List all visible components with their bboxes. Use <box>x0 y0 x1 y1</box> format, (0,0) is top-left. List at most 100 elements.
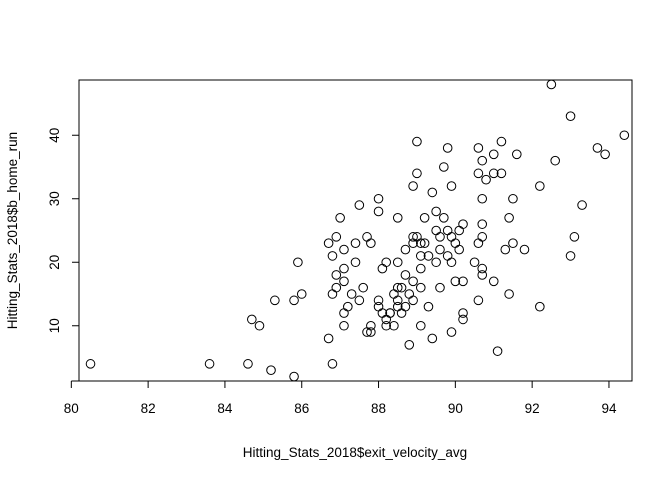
data-point <box>243 359 253 369</box>
data-point <box>247 314 257 325</box>
data-point <box>435 282 445 293</box>
x-axis-label: Hitting_Stats_2018$exit_velocity_avg <box>243 445 467 460</box>
data-point <box>473 168 484 179</box>
data-point <box>535 301 545 312</box>
data-point <box>423 251 434 261</box>
data-point <box>392 282 403 293</box>
data-point <box>400 244 411 255</box>
x-axis: 80 82 84 86 88 90 92 94 <box>64 380 617 416</box>
data-point <box>350 257 361 268</box>
data-point <box>446 327 457 337</box>
data-point <box>339 244 349 255</box>
data-point <box>473 143 484 153</box>
data-point <box>362 232 372 242</box>
data-point <box>392 212 403 223</box>
data-point <box>473 238 484 249</box>
data-point <box>569 232 580 242</box>
data-point <box>477 232 488 242</box>
data-point <box>442 251 453 261</box>
data-point <box>473 295 484 306</box>
x-tick-label: 88 <box>371 401 386 416</box>
data-point <box>408 276 418 287</box>
data-point <box>477 270 488 280</box>
data-point <box>565 111 576 121</box>
data-point <box>577 200 587 210</box>
data-point <box>565 251 576 261</box>
data-point <box>431 206 441 217</box>
data-point <box>450 238 461 249</box>
data-point <box>477 155 488 166</box>
data-point <box>504 212 514 223</box>
data-point <box>535 181 545 191</box>
x-tick-label: 84 <box>217 401 233 416</box>
data-point <box>404 340 415 350</box>
data-point <box>477 193 488 204</box>
data-point <box>600 149 610 160</box>
data-point <box>477 219 488 229</box>
data-point <box>381 320 392 331</box>
data-point <box>366 320 376 331</box>
data-point <box>431 225 441 236</box>
x-tick-label: 92 <box>525 401 540 416</box>
data-point <box>550 155 560 166</box>
data-point <box>254 320 265 331</box>
data-point <box>381 257 392 268</box>
data-point <box>419 238 430 249</box>
data-point <box>592 143 603 153</box>
data-point <box>408 232 418 242</box>
data-point <box>339 276 349 287</box>
data-point <box>331 232 342 242</box>
data-point <box>488 168 499 179</box>
data-point <box>323 333 334 344</box>
data-point <box>366 327 376 337</box>
y-axis: 10 20 30 40 <box>47 128 80 333</box>
y-tick-label: 40 <box>47 128 62 143</box>
data-point <box>431 257 441 268</box>
data-point <box>373 301 384 312</box>
data-point <box>427 333 438 344</box>
x-tick-label: 90 <box>448 401 463 416</box>
data-point <box>412 168 422 179</box>
data-point <box>339 320 349 331</box>
data-point <box>296 289 307 299</box>
data-point <box>331 282 342 293</box>
x-tick-label: 94 <box>601 401 617 416</box>
data-point <box>373 206 384 217</box>
data-point <box>508 193 518 204</box>
data-point <box>488 276 499 287</box>
data-point <box>85 359 96 369</box>
data-point <box>350 238 361 249</box>
data-point <box>266 365 276 376</box>
data-point <box>454 244 464 255</box>
data-point <box>343 301 353 312</box>
data-point <box>327 251 338 261</box>
data-point <box>354 295 365 306</box>
data-point <box>446 257 457 268</box>
data-point <box>400 270 411 280</box>
data-point <box>400 301 411 312</box>
data-point <box>496 136 507 147</box>
data-point <box>427 187 438 198</box>
data-point <box>546 79 557 90</box>
x-tick-label: 82 <box>141 401 156 416</box>
data-point <box>496 168 507 179</box>
data-point <box>435 244 445 255</box>
data-point <box>439 212 449 223</box>
data-point <box>289 371 299 382</box>
data-point <box>458 276 468 287</box>
data-point <box>454 225 464 236</box>
data-point <box>423 301 434 312</box>
data-point <box>415 282 426 293</box>
data-point <box>442 143 453 153</box>
data-point <box>327 359 338 369</box>
y-tick-label: 10 <box>47 318 62 333</box>
data-point <box>477 263 488 274</box>
data-point <box>415 251 426 261</box>
data-point <box>392 295 403 306</box>
data-point <box>408 295 418 306</box>
data-point <box>619 130 630 141</box>
data-point <box>439 162 449 172</box>
y-tick-label: 30 <box>47 191 62 206</box>
data-point <box>366 238 376 249</box>
data-point <box>373 193 384 204</box>
